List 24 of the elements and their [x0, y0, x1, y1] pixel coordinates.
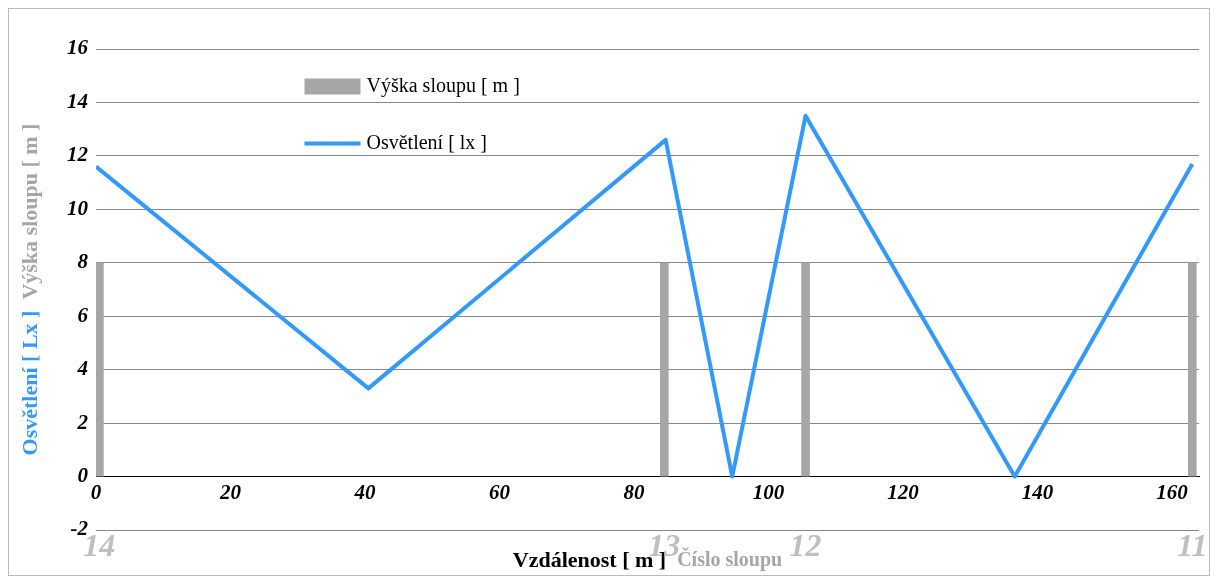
x-tick-label: 20 — [219, 479, 242, 504]
x-tick-label: 100 — [752, 479, 785, 504]
y-tick-label: 0 — [77, 462, 89, 487]
y-tick-label: 10 — [67, 195, 89, 220]
legend-label: Osvětlení [ lx ] — [366, 130, 488, 153]
y-tick-label: 6 — [77, 302, 89, 327]
y-tick-label: 14 — [67, 88, 88, 113]
text: Výška sloupu [ m ] — [16, 123, 42, 300]
x-tick-label: 40 — [353, 479, 377, 504]
annotation: 11 — [1177, 527, 1208, 564]
annotation: 12 — [789, 527, 822, 564]
y-tick-label: 4 — [76, 356, 88, 381]
y-axis-title: Osvětlení [ Lx ] — [16, 310, 42, 456]
x-tick-label: 80 — [623, 479, 646, 504]
y-tick-label: 16 — [67, 35, 89, 60]
x-tick-label: 120 — [887, 479, 920, 504]
y-tick-label: 12 — [67, 142, 89, 167]
text: Číslo sloupu — [677, 547, 783, 572]
x-tick-label: 140 — [1021, 479, 1054, 504]
y-tick-label: 2 — [76, 409, 89, 434]
x-tick-label: 60 — [489, 479, 511, 504]
legend-label: Výška sloupu [ m ] — [366, 73, 520, 97]
y-tick-label: 8 — [77, 249, 89, 274]
x-tick-label: 160 — [1156, 479, 1189, 504]
